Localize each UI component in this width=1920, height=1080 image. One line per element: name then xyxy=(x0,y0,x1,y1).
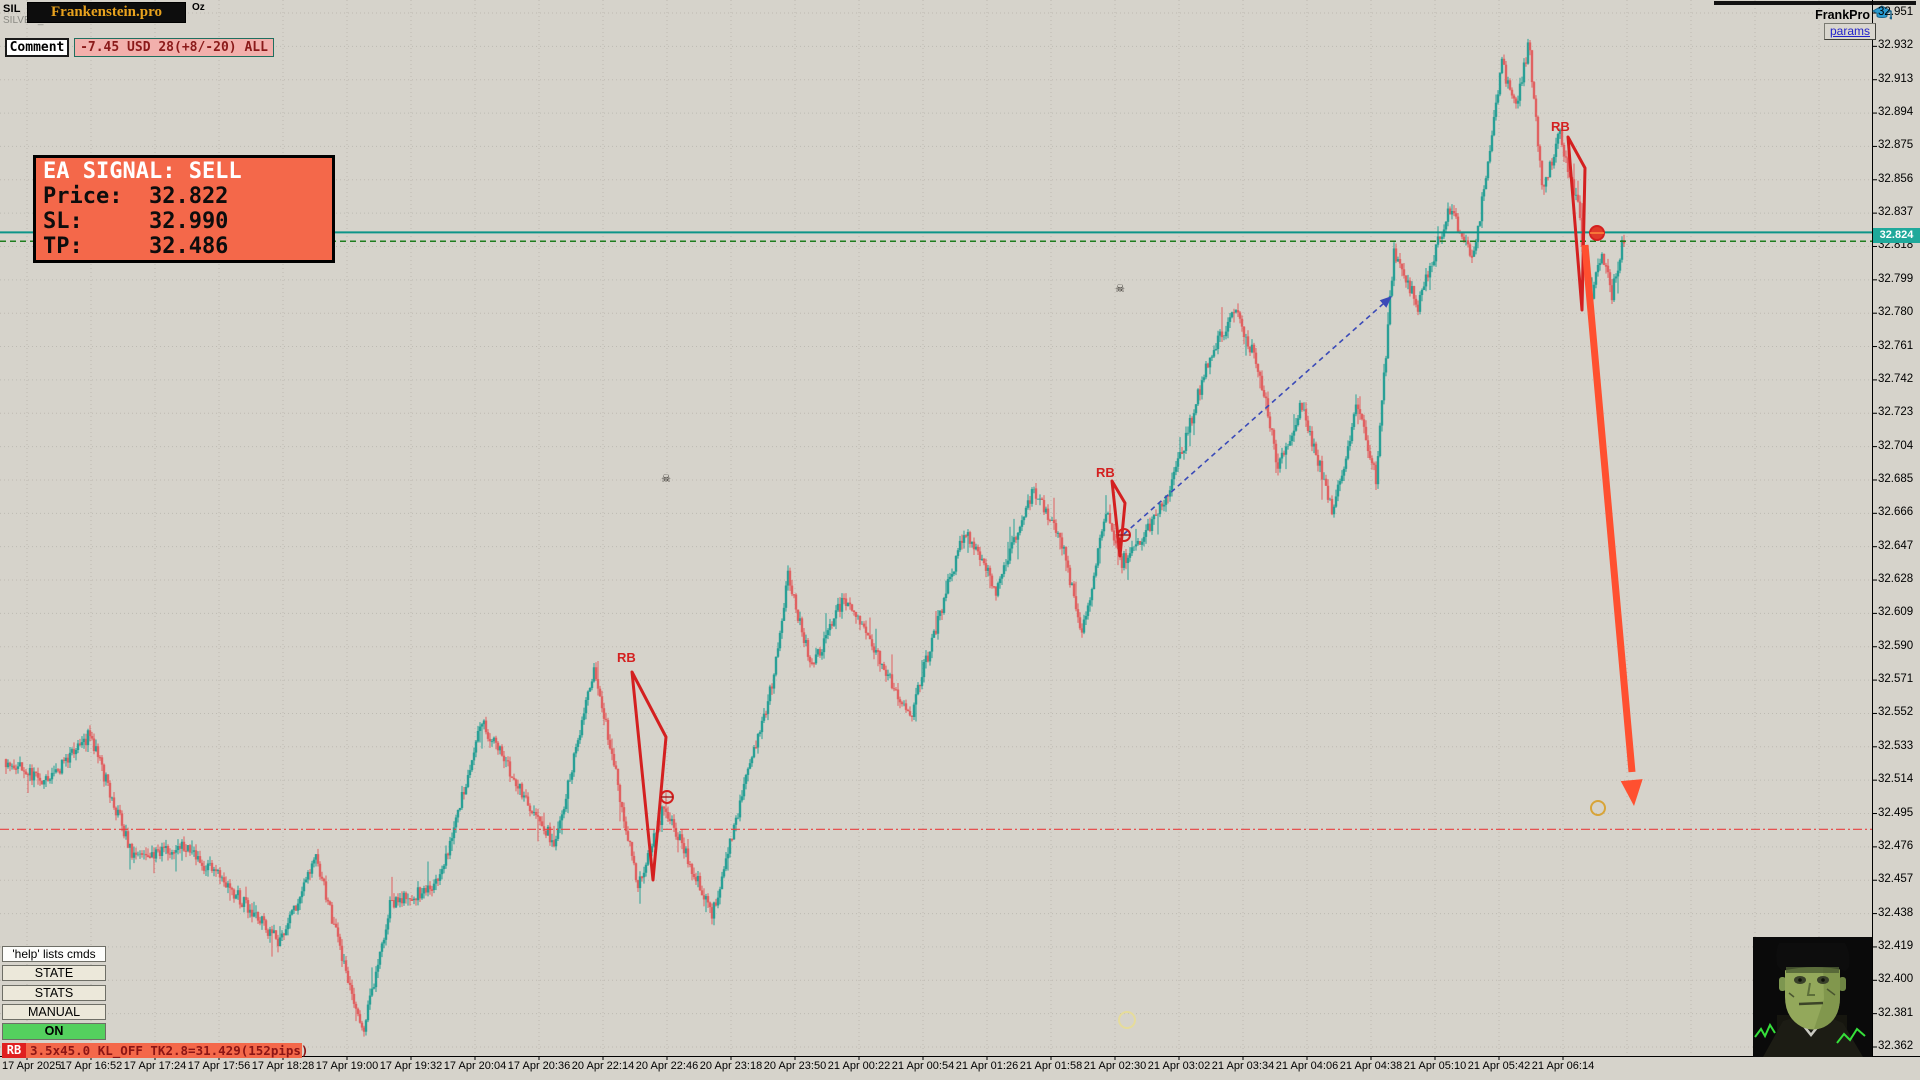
frankenstein-portrait xyxy=(1753,937,1872,1057)
price-axis-label: 32.571 xyxy=(1878,673,1914,686)
ounce-unit-label: Oz xyxy=(192,2,205,13)
time-axis-label: 21 Apr 01:26 xyxy=(955,1060,1019,1072)
price-axis-label: 32.476 xyxy=(1878,839,1914,852)
time-axis-label: 20 Apr 23:50 xyxy=(763,1060,827,1072)
price-axis-label: 32.685 xyxy=(1878,472,1914,485)
on-toggle-button[interactable]: ON xyxy=(2,1023,106,1040)
params-button[interactable]: params xyxy=(1824,23,1876,40)
price-axis-label: 32.590 xyxy=(1878,639,1914,652)
time-axis-label: 21 Apr 04:38 xyxy=(1339,1060,1403,1072)
price-axis-label: 32.400 xyxy=(1878,973,1914,986)
price-axis-label: 32.875 xyxy=(1878,139,1914,152)
time-axis-label: 21 Apr 04:06 xyxy=(1275,1060,1339,1072)
rb-flag-label: RB xyxy=(1551,119,1570,134)
time-axis-label: 21 Apr 03:34 xyxy=(1211,1060,1275,1072)
price-axis-label: 32.438 xyxy=(1878,906,1914,919)
signal-takeprofit: TP: 32.486 xyxy=(43,234,229,259)
time-axis-label: 21 Apr 05:10 xyxy=(1403,1060,1467,1072)
time-axis-label: 17 Apr 20:36 xyxy=(507,1060,571,1072)
price-axis-label: 32.552 xyxy=(1878,706,1914,719)
rb-flag-triangle[interactable] xyxy=(630,670,668,882)
time-axis-label: 17 Apr 17:24 xyxy=(123,1060,187,1072)
price-axis-label: 32.913 xyxy=(1878,72,1914,85)
time-axis-label: 21 Apr 05:42 xyxy=(1467,1060,1531,1072)
comment-button[interactable]: Comment xyxy=(5,38,69,57)
time-axis-label: 20 Apr 22:46 xyxy=(635,1060,699,1072)
target-circle-marker xyxy=(1118,1011,1136,1029)
rb-flag-label: RB xyxy=(1096,465,1115,480)
price-axis-label: 32.628 xyxy=(1878,573,1914,586)
time-axis-label: 17 Apr 20:04 xyxy=(443,1060,507,1072)
sell-target-arrow[interactable] xyxy=(1581,244,1636,773)
skull-marker-icon: ☠ xyxy=(661,473,671,485)
time-axis-label: 21 Apr 06:14 xyxy=(1531,1060,1595,1072)
signal-price: Price: 32.822 xyxy=(43,184,229,209)
time-axis-label: 21 Apr 00:22 xyxy=(827,1060,891,1072)
strategy-status-text: 3.5x45.0 KL_OFF TK2.8=31.429(152pips) xyxy=(26,1043,308,1058)
time-axis-label: 17 Apr 19:00 xyxy=(315,1060,379,1072)
state-button[interactable]: STATE xyxy=(2,965,106,981)
time-axis-label: 17 Apr 16:52 xyxy=(59,1060,123,1072)
price-axis-label: 32.362 xyxy=(1878,1040,1914,1052)
graduation-cap-icon xyxy=(1872,5,1892,20)
price-axis-label: 32.647 xyxy=(1878,539,1914,552)
trend-projection-arrow[interactable] xyxy=(1123,295,1393,535)
ea-signal-panel: EA SIGNAL: SELL Price: 32.822 SL: 32.990 TP… xyxy=(33,155,335,263)
price-axis-label: 32.495 xyxy=(1878,806,1914,819)
time-axis-label: 17 Apr 2025 xyxy=(2,1060,62,1072)
price-axis-label: 32.419 xyxy=(1878,939,1914,952)
price-axis-label: 32.742 xyxy=(1878,372,1914,385)
price-axis-label: 32.533 xyxy=(1878,739,1914,752)
price-axis-label: 32.609 xyxy=(1878,606,1914,619)
price-axis-label: 32.457 xyxy=(1878,873,1914,886)
time-axis-label: 17 Apr 17:56 xyxy=(187,1060,251,1072)
ea-name-badge: Frankenstein.pro xyxy=(27,2,186,23)
price-axis-label: 32.932 xyxy=(1878,39,1914,52)
pnl-comment-value: -7.45 USD 28(+8/-20) ALL xyxy=(74,38,274,57)
brand-label: FrankPro xyxy=(1815,8,1870,22)
strategy-chip: RB xyxy=(2,1043,26,1058)
price-axis-label: 32.514 xyxy=(1878,773,1914,786)
price-axis-label: 32.761 xyxy=(1878,339,1914,352)
target-circle-marker xyxy=(1590,800,1606,816)
manual-button[interactable]: MANUAL xyxy=(2,1004,106,1020)
price-axis-label: 32.856 xyxy=(1878,172,1914,185)
signal-title: EA SIGNAL: SELL xyxy=(43,159,242,184)
current-price-badge: 32.824 xyxy=(1873,227,1920,243)
price-axis-label: 32.894 xyxy=(1878,106,1914,119)
skull-marker-icon: ☠ xyxy=(1115,283,1125,295)
signal-stoploss: SL: 32.990 xyxy=(43,209,229,234)
help-button[interactable]: 'help' lists cmds xyxy=(2,946,106,962)
time-axis-label: 21 Apr 02:30 xyxy=(1083,1060,1147,1072)
rb-flag-label: RB xyxy=(617,650,636,665)
time-axis-label: 17 Apr 18:28 xyxy=(251,1060,315,1072)
price-axis-label: 32.723 xyxy=(1878,406,1914,419)
price-axis-label: 32.381 xyxy=(1878,1006,1914,1019)
price-axis-label: 32.704 xyxy=(1878,439,1914,452)
price-axis-label: 32.799 xyxy=(1878,272,1914,285)
rb-flag-triangle[interactable] xyxy=(1566,135,1587,312)
price-axis-label: 32.780 xyxy=(1878,306,1914,319)
time-axis-label: 17 Apr 19:32 xyxy=(379,1060,443,1072)
price-axis-label: 32.951 xyxy=(1878,6,1914,18)
price-axis-label: 32.666 xyxy=(1878,506,1914,519)
stats-button[interactable]: STATS xyxy=(2,985,106,1001)
time-axis-label: 21 Apr 00:54 xyxy=(891,1060,955,1072)
time-axis-label: 20 Apr 23:18 xyxy=(699,1060,763,1072)
time-axis-label: 20 Apr 22:14 xyxy=(571,1060,635,1072)
symbol-label: SIL xyxy=(3,3,21,15)
price-axis-label: 32.837 xyxy=(1878,206,1914,219)
time-axis-label: 21 Apr 01:58 xyxy=(1019,1060,1083,1072)
time-axis-label: 21 Apr 03:02 xyxy=(1147,1060,1211,1072)
